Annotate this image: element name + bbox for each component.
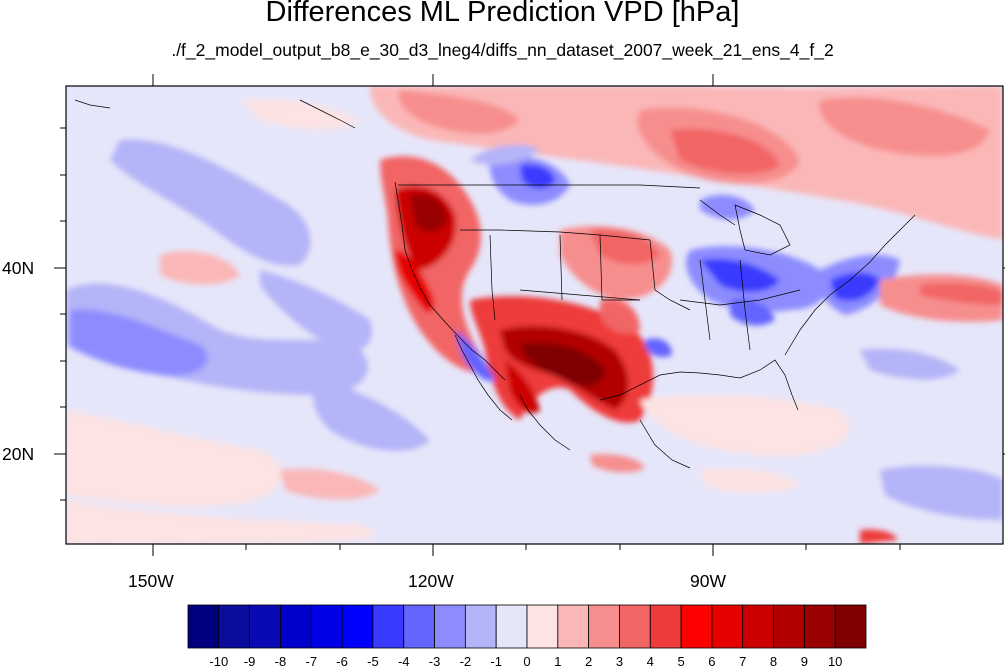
colorbar-tick-label: 9 — [800, 654, 808, 669]
colorbar-tick-label: 7 — [739, 654, 747, 669]
colorbar-swatch — [588, 604, 620, 649]
colorbar-swatch — [403, 604, 435, 649]
map-subtitle: ./f_2_model_output_b8_e_30_d3_lneg4/diff… — [171, 40, 834, 60]
colorbar-tick-label: 6 — [708, 654, 716, 669]
y-label-20n: 20N — [2, 444, 35, 464]
x-label-150w: 150W — [128, 571, 174, 591]
colorbar-swatch — [372, 604, 405, 649]
colorbar-swatch — [619, 604, 651, 649]
colorbar-swatch — [526, 604, 559, 649]
colorbar-tick-label: -5 — [367, 654, 379, 669]
colorbar-tick-label: -1 — [490, 654, 502, 669]
colorbar-swatch — [557, 604, 590, 649]
axis-ticks — [54, 74, 1005, 556]
colorbar-swatch — [341, 604, 374, 649]
coastlines — [74, 99, 916, 469]
colorbar-tick-label: 5 — [677, 654, 685, 669]
colorbar — [187, 604, 867, 649]
colorbar-tick-label: -8 — [274, 654, 287, 669]
colorbar-swatch — [249, 604, 281, 649]
colorbar-tick-label: 1 — [554, 654, 562, 669]
x-label-120w: 120W — [408, 571, 454, 591]
colorbar-swatch — [495, 604, 528, 649]
colorbar-tick-label: -4 — [397, 654, 410, 669]
y-label-40n: 40N — [2, 258, 35, 278]
colorbar-tick-label: -6 — [336, 654, 348, 669]
colorbar-tick-label: -2 — [459, 654, 472, 669]
colorbar-swatch — [464, 604, 497, 649]
colorbar-tick-label: 10 — [827, 654, 843, 669]
colorbar-swatch — [218, 604, 251, 649]
colorbar-tick-label: 8 — [769, 654, 778, 669]
colorbar-swatch — [649, 604, 682, 649]
map-title: Differences ML Prediction VPD [hPa] — [265, 0, 740, 28]
colorbar-swatch — [280, 604, 312, 649]
colorbar-swatch — [742, 604, 774, 649]
colorbar-tick-label: -9 — [243, 654, 256, 669]
colorbar-swatch — [711, 604, 744, 649]
colorbar-tick-label: 3 — [615, 654, 624, 669]
colorbar-tick-label: 0 — [523, 654, 531, 669]
colorbar-swatch — [834, 604, 867, 649]
colorbar-swatch — [773, 604, 805, 649]
colorbar-tick-label: -10 — [209, 654, 229, 669]
colorbar-tick-label: 2 — [585, 654, 593, 669]
colorbar-tick-label: -3 — [428, 654, 441, 669]
colorbar-swatch — [187, 604, 220, 649]
colorbar-swatch — [803, 604, 836, 649]
colorbar-swatch — [310, 604, 343, 649]
vpd-difference-field — [66, 86, 1003, 544]
colorbar-tick-label: 4 — [646, 654, 654, 669]
colorbar-swatch — [680, 604, 713, 649]
colorbar-swatch — [434, 604, 466, 649]
x-label-90w: 90W — [690, 571, 726, 591]
colorbar-tick-label: -7 — [305, 654, 318, 669]
